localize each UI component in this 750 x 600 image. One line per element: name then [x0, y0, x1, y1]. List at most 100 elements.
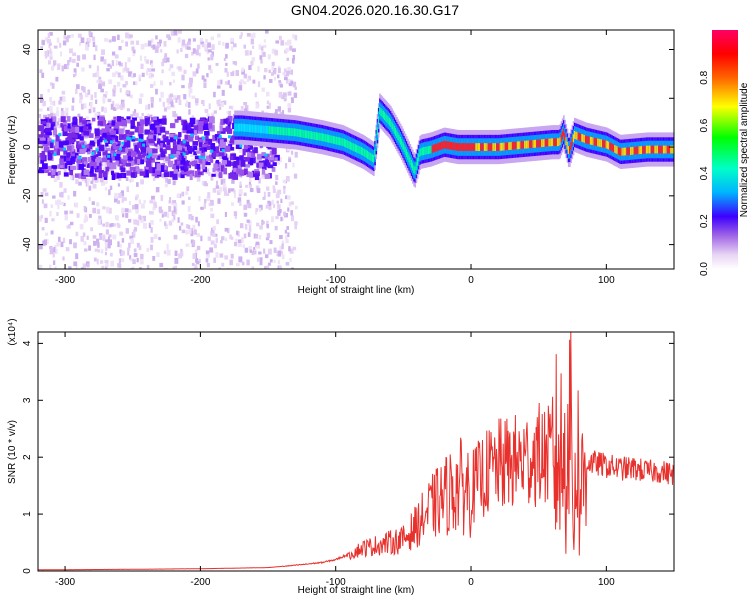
- spectrogram-noise-cell: [205, 168, 210, 174]
- spectrogram-noise-cell: [198, 196, 201, 202]
- spectrogram-noise-cell: [126, 108, 130, 112]
- spectrogram-ridge-core: [577, 132, 580, 141]
- spectrogram-noise-cell: [152, 177, 156, 181]
- spectrogram-noise-cell: [243, 204, 248, 210]
- spectrogram-noise-cell: [102, 223, 106, 227]
- spectrogram-band-cell: [76, 155, 80, 162]
- spectrogram-noise-cell: [141, 112, 144, 116]
- spectrogram-band-cell: [97, 120, 104, 126]
- spectrogram-band-cell: [98, 144, 105, 151]
- spectrogram-noise-cell: [235, 70, 239, 77]
- spectrogram-noise-cell: [52, 145, 55, 151]
- spectrogram-band-cell: [131, 150, 137, 158]
- spectrogram-band-cell: [124, 147, 129, 154]
- spectrogram-noise-cell: [97, 218, 101, 225]
- spectrogram-noise-cell: [226, 192, 230, 197]
- spectrogram-band-cell: [185, 160, 191, 166]
- spectrogram-noise-cell: [263, 248, 266, 254]
- spectrogram-ridge-core: [514, 141, 516, 150]
- spectrogram-noise-cell: [229, 234, 232, 240]
- spectrogram-noise-cell: [225, 54, 228, 59]
- spectrogram-noise-cell: [91, 36, 96, 42]
- spectrogram-noise-cell: [183, 93, 187, 100]
- spectrogram-noise-cell: [109, 252, 113, 257]
- spectrogram-ridge-core: [509, 142, 512, 150]
- spectrogram-ridge-core: [614, 144, 616, 153]
- spectrogram-noise-cell: [99, 234, 103, 240]
- spectrogram-noise-cell: [154, 204, 158, 209]
- spectrogram-noise-cell: [181, 127, 184, 132]
- spectrogram-noise-cell: [226, 71, 229, 77]
- spectrogram-noise-cell: [150, 102, 154, 108]
- spectrogram-band-cell: [261, 152, 266, 156]
- spectrogram-noise-cell: [161, 69, 164, 74]
- spectrogram-ridge-core: [394, 128, 397, 136]
- spectrogram-speck-cell: [140, 138, 144, 142]
- spectrogram-ridge-core: [370, 153, 373, 162]
- snr-x-label: Height of straight line (km): [298, 585, 415, 596]
- spectrogram-band-cell: [82, 157, 88, 164]
- spectrogram-noise-cell: [218, 40, 221, 46]
- spectrogram-band-cell: [218, 173, 223, 178]
- spectrogram-ridge-core: [319, 132, 322, 141]
- spectrogram-noise-cell: [115, 59, 118, 66]
- spectrogram-noise-cell: [256, 257, 260, 262]
- spectrogram-noise-cell: [127, 250, 130, 256]
- spectrogram-noise-cell: [201, 180, 205, 186]
- spectrogram-band-cell: [249, 158, 254, 166]
- spectrogram-noise-cell: [134, 204, 139, 210]
- spectrogram-band-cell: [274, 157, 278, 162]
- spectrogram-band-cell: [232, 173, 239, 180]
- spectrogram-band-cell: [188, 122, 194, 128]
- spectrogram-noise-cell: [203, 43, 208, 50]
- spectrogram-ridge-core: [594, 137, 597, 146]
- spectrogram-noise-cell: [249, 50, 252, 56]
- spectrogram-noise-cell: [49, 248, 54, 255]
- spectrogram-noise-cell: [224, 227, 228, 232]
- spectrogram-ridge-core: [401, 139, 403, 147]
- spectrogram-noise-cell: [77, 33, 82, 38]
- spectrogram-noise-cell: [140, 43, 145, 50]
- spectrogram-band-cell: [102, 171, 108, 178]
- spectrogram-noise-cell: [237, 231, 240, 237]
- spectrogram-noise-cell: [172, 199, 177, 204]
- spectrogram-ridge-core: [606, 141, 609, 149]
- spectrogram-noise-cell: [102, 206, 106, 210]
- spectrogram-ridge-core: [638, 146, 641, 155]
- spectrogram-noise-cell: [224, 255, 229, 260]
- spectrogram-noise-cell: [271, 199, 274, 206]
- spectrogram-band-cell: [90, 166, 94, 172]
- spectrogram-noise-cell: [92, 183, 97, 189]
- spectrogram-band-cell: [176, 135, 181, 139]
- spectrogram-noise-cell: [91, 176, 95, 182]
- spectrogram-band-cell: [110, 133, 116, 138]
- spectrogram-band-cell: [71, 145, 75, 152]
- x-tick-label: -200: [190, 577, 210, 588]
- spectrogram-noise-cell: [109, 185, 113, 191]
- spectrogram-band-cell: [145, 169, 149, 174]
- spectrogram-noise-cell: [87, 41, 90, 48]
- spectrogram-ridge-core: [666, 145, 669, 154]
- spectrogram-band-cell: [222, 127, 228, 132]
- spectrogram-noise-cell: [176, 95, 180, 100]
- spectrogram-noise-cell: [283, 188, 286, 194]
- colorbar-tick-label: 0.6: [699, 118, 710, 132]
- spectrogram-noise-cell: [117, 34, 120, 41]
- spectrogram-noise-cell: [221, 236, 225, 241]
- snr-marks: [38, 332, 674, 571]
- spectrogram-noise-cell: [103, 144, 108, 151]
- spectrogram-speck-cell: [103, 139, 107, 143]
- spectrogram-ridge-core: [627, 147, 630, 156]
- spectrogram-ridge-core: [537, 139, 540, 148]
- spectrogram-noise-cell: [252, 79, 256, 84]
- spectrogram-noise-cell: [91, 201, 95, 206]
- spectrogram-noise-cell: [83, 248, 88, 252]
- spectrogram-noise-cell: [195, 258, 199, 263]
- spectrogram-noise-cell: [155, 35, 158, 40]
- spectrogram-band-cell: [125, 129, 130, 135]
- spectrogram-ridge-core: [449, 141, 452, 150]
- spectrogram-ridge-core: [315, 132, 318, 141]
- spectrogram-ridge-core: [275, 126, 278, 135]
- spectrogram-band-cell: [111, 170, 115, 176]
- spectrogram-noise-cell: [121, 207, 125, 214]
